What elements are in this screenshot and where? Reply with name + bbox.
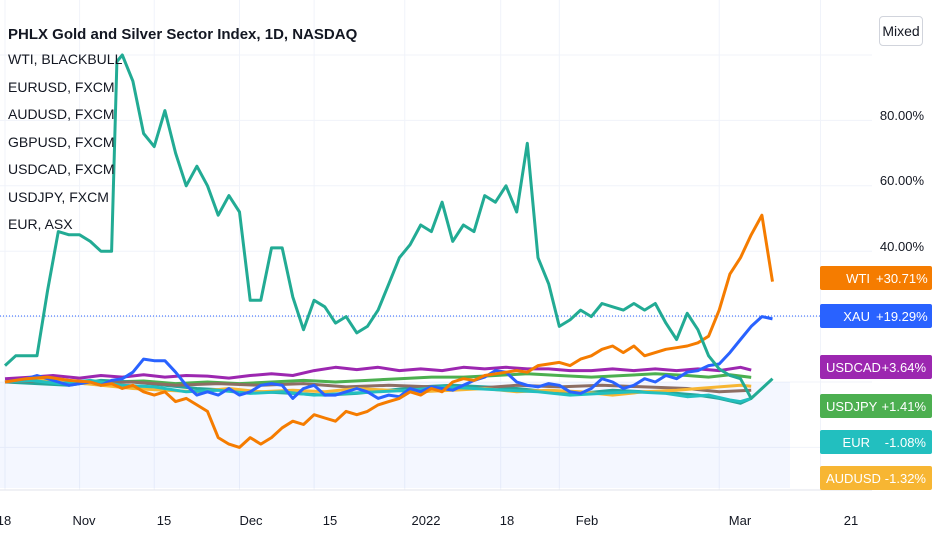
y-tick-label: 40.00% bbox=[879, 239, 924, 254]
legend-symbol-eurusd[interactable]: EURUSD, FXCM bbox=[8, 78, 115, 95]
x-tick-label: 2022 bbox=[411, 513, 441, 528]
badge-audusd: AUDUSD -1.32% bbox=[820, 466, 932, 490]
badge-name: AUDUSD bbox=[826, 470, 881, 486]
chart-legend: PHLX Gold and Silver Sector Index, 1D, N… bbox=[8, 24, 357, 239]
series-line-wti bbox=[4, 213, 774, 449]
x-tick-label: 18 bbox=[0, 513, 12, 528]
series-line-usdcad bbox=[4, 365, 752, 381]
legend-symbol-eur[interactable]: EUR, ASX bbox=[8, 216, 73, 232]
x-tick-label: 21 bbox=[843, 513, 859, 528]
badge-name: USDJPY bbox=[826, 398, 878, 414]
badge-wti: WTI +30.71% bbox=[820, 266, 932, 290]
legend-symbol-usdcad[interactable]: USDCAD, FXCM bbox=[8, 161, 115, 177]
legend-symbol-audusd[interactable]: AUDUSD, FXCM bbox=[8, 106, 115, 122]
series-group bbox=[3, 53, 774, 449]
baseline-fill bbox=[0, 382, 790, 488]
badge-name: EUR bbox=[842, 434, 870, 450]
chart-title: PHLX Gold and Silver Sector Index, 1D, N… bbox=[8, 26, 358, 43]
badge-value: +19.29% bbox=[876, 308, 928, 324]
legend-symbol-usdjpy[interactable]: USDJPY, FXCM bbox=[8, 188, 109, 205]
badge-value: +1.41% bbox=[881, 398, 926, 414]
legend-symbol-gbpusd[interactable]: GBPUSD, FXCM bbox=[8, 133, 115, 150]
chart-grid bbox=[0, 0, 872, 490]
x-tick-label: Nov bbox=[72, 513, 96, 528]
x-tick-label: Feb bbox=[575, 513, 599, 528]
x-tick-label: Mar bbox=[728, 513, 752, 528]
series-line-xau bbox=[3, 53, 774, 400]
badge-value: +3.64% bbox=[881, 359, 926, 375]
legend-symbol-wti[interactable]: WTI, BLACKBULL bbox=[8, 51, 123, 67]
badge-name: XAU bbox=[843, 308, 870, 324]
badge-usdjpy: USDJPY +1.41% bbox=[820, 394, 932, 418]
y-tick-label: 80.00% bbox=[879, 108, 924, 123]
series-line-gbpusd bbox=[4, 378, 752, 394]
badge-value: +30.71% bbox=[876, 270, 928, 286]
badge-name: USDCAD bbox=[826, 359, 881, 375]
badge-eur: EUR -1.08% bbox=[820, 430, 932, 454]
badge-usdcad: USDCAD +3.64% bbox=[820, 355, 932, 379]
badge-name: WTI bbox=[846, 270, 870, 286]
y-tick-label: 60.00% bbox=[879, 173, 924, 188]
badge-value: -1.08% bbox=[884, 434, 926, 450]
x-tick-label: 15 bbox=[322, 513, 338, 528]
x-tick-label: Dec bbox=[239, 513, 263, 528]
series-line-xau bbox=[4, 315, 773, 400]
badge-value: -1.32% bbox=[884, 470, 926, 486]
x-tick-label: 15 bbox=[156, 513, 172, 528]
badge-xau: XAU +19.29% bbox=[820, 304, 932, 328]
scale-mode-button[interactable]: Mixed bbox=[879, 16, 923, 46]
x-tick-label: 18 bbox=[499, 513, 515, 528]
